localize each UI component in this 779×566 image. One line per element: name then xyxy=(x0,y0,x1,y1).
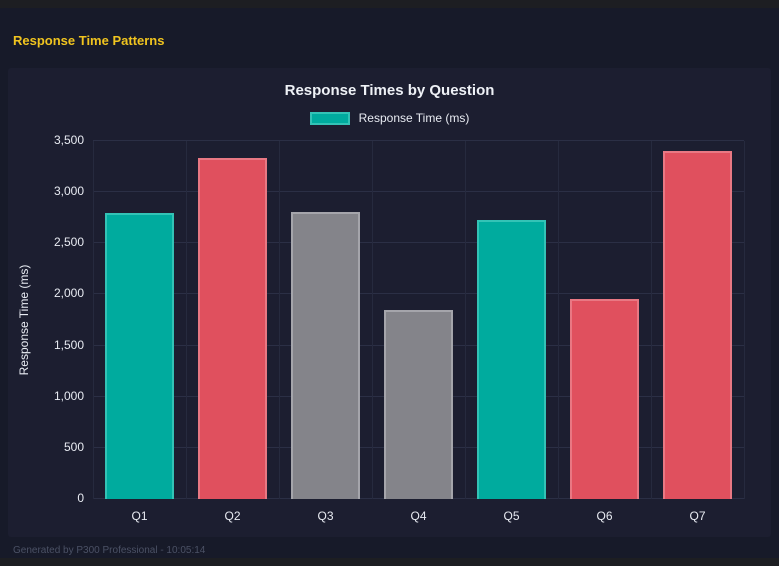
y-tick-label: 1,500 xyxy=(53,337,84,352)
bar-q2[interactable] xyxy=(197,158,268,499)
x-tick-label: Q7 xyxy=(689,509,706,523)
x-tick-label: Q2 xyxy=(224,509,241,523)
gridline-vertical xyxy=(744,141,745,499)
bar-q7[interactable] xyxy=(662,151,733,499)
y-tick-label: 1,000 xyxy=(53,388,84,403)
bar-q6[interactable] xyxy=(569,298,640,499)
window-bottom-strip xyxy=(0,558,779,566)
y-tick-label: 3,500 xyxy=(53,133,84,147)
bars-row xyxy=(93,141,744,499)
chart-title: Response Times by Question xyxy=(284,82,495,99)
gridline-horizontal: 2,500 xyxy=(54,235,744,249)
footer-status-text: Generated by P300 Professional - 10:05:1… xyxy=(13,545,206,556)
plot-area: 0 500 1,000 1,500 2,000 2,500 3,000 3,500 xyxy=(54,133,745,505)
gridline-vertical xyxy=(558,141,559,499)
gridline-vertical xyxy=(651,141,652,499)
x-tick-label: Q6 xyxy=(596,509,613,523)
gridline-vertical xyxy=(279,141,280,499)
bar-q5[interactable] xyxy=(476,219,547,499)
bar-slot xyxy=(558,141,651,499)
page-title: Response Time Patterns xyxy=(13,33,165,48)
bar-slot xyxy=(465,141,558,499)
y-tick-label: 2,500 xyxy=(53,235,84,250)
gridline-vertical xyxy=(372,141,373,499)
x-tick-label: Q3 xyxy=(317,509,334,523)
gridline-vertical xyxy=(93,141,94,499)
chart-legend[interactable]: Response Time (ms) xyxy=(8,111,771,125)
y-tick-label: 2,000 xyxy=(53,286,84,301)
bar-slot xyxy=(186,141,279,499)
y-tick-label: 0 xyxy=(77,491,84,505)
x-tick-label: Q4 xyxy=(410,509,427,523)
y-tick-label: 3,000 xyxy=(53,184,84,199)
bar-q4[interactable] xyxy=(383,309,454,499)
bar-slot xyxy=(372,141,465,499)
x-axis-labels: Q1 Q2 Q3 Q4 Q5 Q6 Q7 xyxy=(93,509,744,523)
legend-swatch-icon xyxy=(309,111,350,125)
x-tick-label: Q1 xyxy=(131,509,148,523)
chart-card: Response Times by Question Response Time… xyxy=(8,68,771,537)
bar-q1[interactable] xyxy=(104,212,175,499)
bar-slot xyxy=(93,141,186,499)
y-axis-title: Response Time (ms) xyxy=(17,264,31,376)
x-tick-label: Q5 xyxy=(503,509,520,523)
gridline-horizontal: 3,000 xyxy=(54,184,744,198)
gridline-vertical xyxy=(186,141,187,499)
gridline-horizontal: 3,500 xyxy=(54,133,744,147)
bar-slot xyxy=(279,141,372,499)
gridline-horizontal: 2,000 xyxy=(54,286,744,300)
window-top-strip xyxy=(0,0,779,8)
bar-q3[interactable] xyxy=(290,211,361,499)
gridline-vertical xyxy=(465,141,466,499)
legend-label: Response Time (ms) xyxy=(358,111,470,125)
bar-slot xyxy=(651,141,744,499)
y-tick-label: 500 xyxy=(63,439,84,454)
